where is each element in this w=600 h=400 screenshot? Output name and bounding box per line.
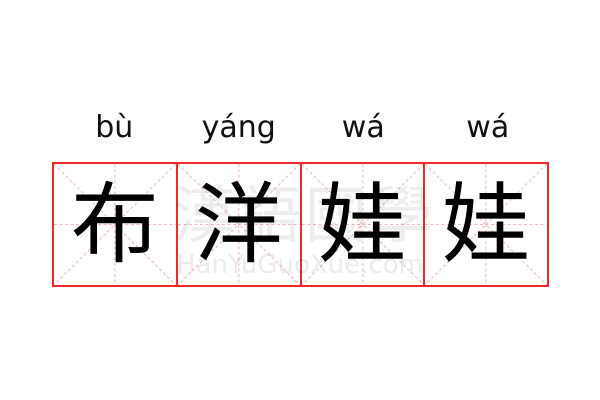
pinyin-3: wá	[341, 110, 385, 145]
character-1: 布	[70, 172, 159, 276]
character-cell: 娃	[302, 164, 426, 285]
character-4: 娃	[442, 172, 531, 276]
watermark-logo: 漢語國學	[172, 179, 437, 252]
character-3: 娃	[318, 172, 407, 276]
watermark-url: HanYuGuoXue.com	[176, 250, 424, 280]
pinyin-1: bù	[95, 110, 134, 145]
guide-lines	[302, 164, 424, 285]
character-cell: 洋	[178, 164, 302, 285]
character-grid: 布 洋 娃 娃	[52, 162, 549, 287]
character-cell: 娃	[425, 164, 547, 285]
guide-lines	[54, 164, 176, 285]
character-cell: 布	[54, 164, 178, 285]
pinyin-2: yáng	[201, 110, 276, 145]
guide-lines	[178, 164, 300, 285]
pinyin-row: bù yáng wá wá	[52, 108, 550, 148]
character-2: 洋	[194, 172, 283, 276]
pinyin-4: wá	[466, 110, 510, 145]
guide-lines	[425, 164, 547, 285]
